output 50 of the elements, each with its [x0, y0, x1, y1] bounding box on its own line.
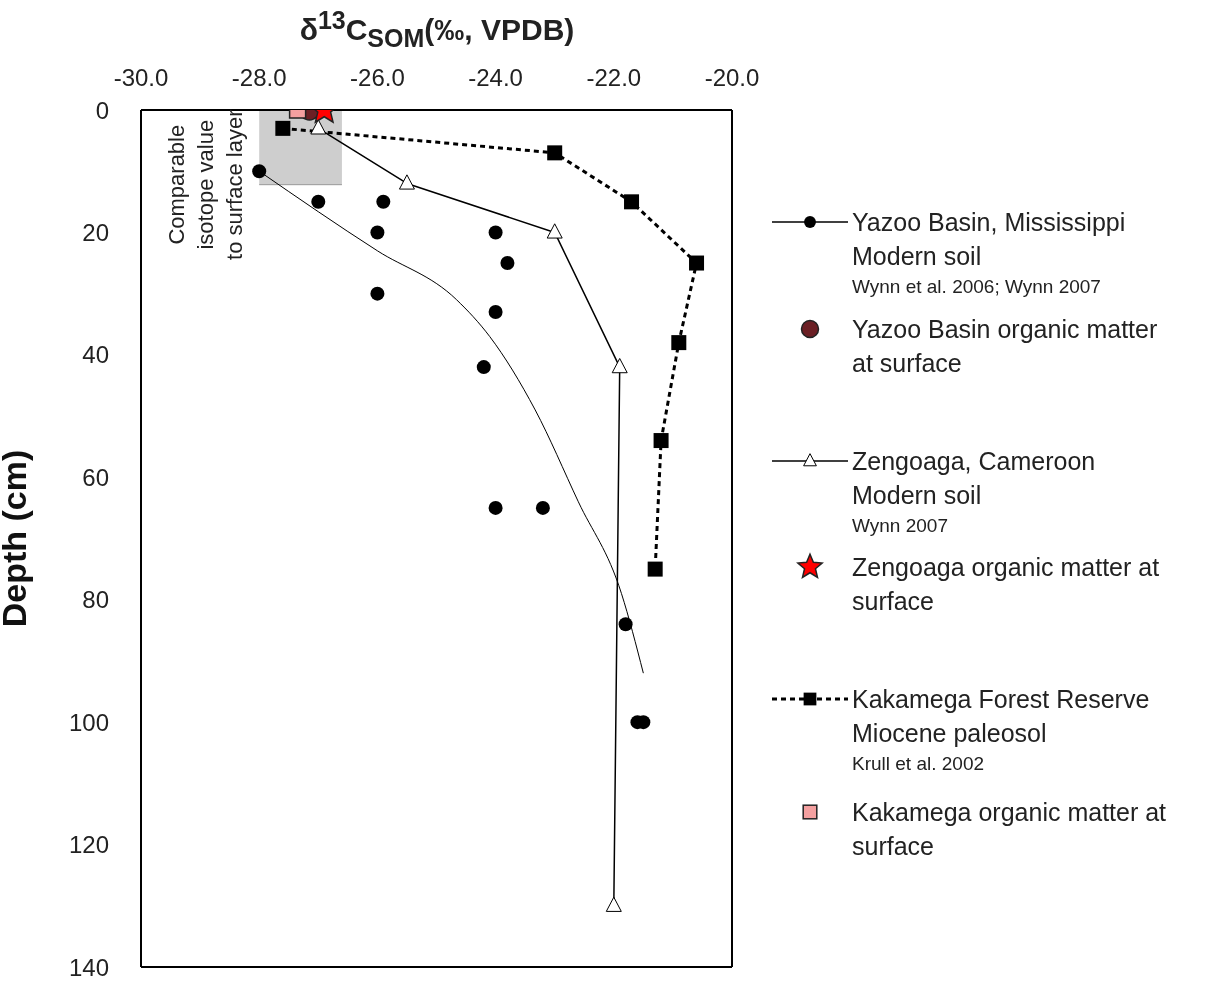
point — [476, 360, 491, 375]
x-tick-label: -24.0 — [468, 64, 523, 91]
point — [535, 500, 550, 515]
legend-label: Yazoo Basin, Mississippi Modern soil — [852, 207, 1127, 272]
text: Krull et al. 2002 — [852, 752, 986, 776]
point — [547, 145, 563, 161]
point — [546, 223, 563, 239]
x-axis-title: δ$^{13}$C$_{SOM}$(‰, VPDB) — [298, 6, 576, 53]
point — [370, 286, 385, 301]
point — [398, 174, 415, 190]
point — [488, 225, 503, 240]
legend-label: Yazoo Basin organic matter at surface — [852, 314, 1159, 379]
point — [647, 561, 663, 577]
point — [653, 433, 669, 449]
y-tick-label: 40 — [82, 341, 109, 369]
x-tick-label: -22.0 — [586, 64, 642, 91]
legend-label: Kakamega Forest Reserve Miocene paleosol — [852, 684, 1151, 749]
point — [689, 255, 705, 271]
point — [275, 120, 291, 136]
point — [370, 225, 385, 240]
y-tick-label: 120 — [68, 831, 109, 859]
legend-label: Kakamega organic matter at surface — [852, 797, 1168, 862]
annotation: Comparable isotope value to surface layer — [163, 109, 247, 260]
point — [500, 256, 515, 271]
point — [376, 194, 391, 209]
point — [671, 335, 687, 351]
y-tick-label: 60 — [82, 463, 109, 491]
text: Wynn et al. 2006; Wynn 2007 — [852, 275, 1102, 299]
x-tick-label: -30.0 — [113, 64, 169, 91]
legend-label: Zengoaga organic matter at surface — [852, 552, 1161, 617]
point — [611, 357, 628, 374]
point — [618, 617, 633, 632]
point — [252, 164, 267, 179]
y-tick-label: 140 — [68, 953, 109, 981]
text: Wynn 2007 — [852, 514, 949, 538]
point — [488, 305, 503, 320]
point — [311, 194, 326, 209]
y-tick-label: 20 — [82, 218, 109, 246]
point — [624, 194, 640, 210]
y-tick-label: 100 — [68, 708, 109, 736]
y-axis-title: Depth (cm) — [0, 449, 34, 628]
legend-label: Zengoaga, Cameroon Modern soil — [852, 446, 1097, 511]
point — [310, 119, 327, 135]
x-tick-label: -20.0 — [704, 64, 760, 91]
point — [488, 500, 503, 515]
y-tick-label: 80 — [82, 586, 109, 614]
point — [605, 896, 622, 912]
y-tick-label: 0 — [95, 96, 109, 124]
x-tick-label: -26.0 — [350, 64, 405, 91]
x-tick-label: -28.0 — [231, 64, 287, 91]
